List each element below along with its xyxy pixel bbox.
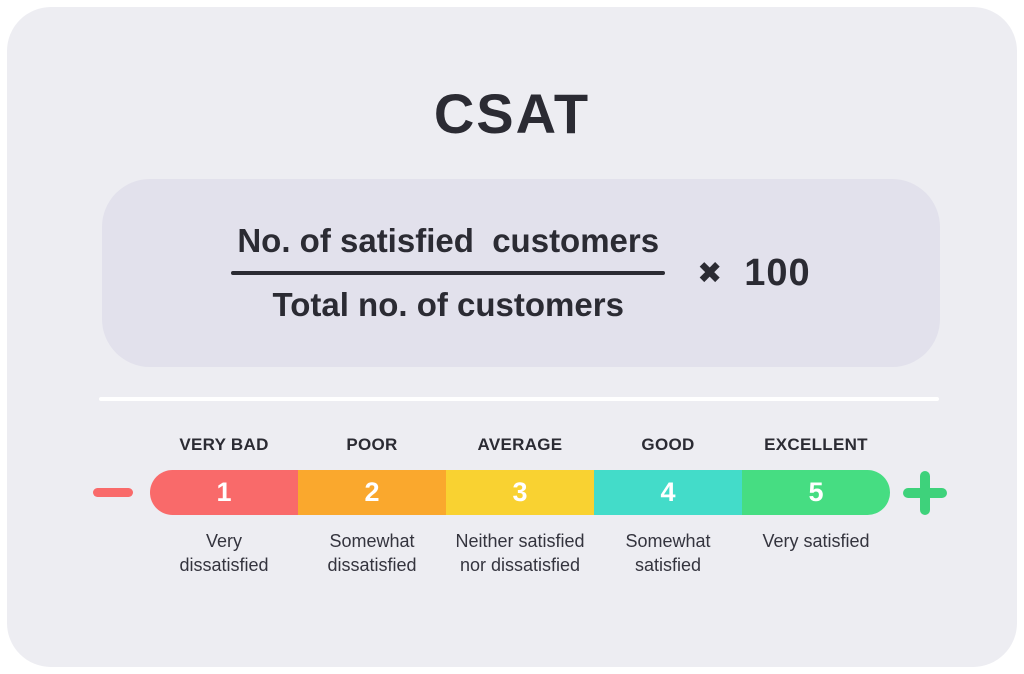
scale-segment-4: 4 [594,470,742,515]
description-labels-row: Very dissatisfied Somewhat dissatisfied … [150,529,890,577]
fraction-denominator: Total no. of customers [272,286,624,323]
scale-segment-5: 5 [742,470,890,515]
csat-fraction: No. of satisfied customers Total no. of … [231,222,666,324]
formula-box: No. of satisfied customers Total no. of … [102,179,940,367]
plus-icon-vertical-bar [920,471,930,515]
description-very-dissatisfied: Very dissatisfied [179,531,269,575]
plus-icon [903,471,947,515]
scale-segment-1: 1 [150,470,298,515]
fraction-line [231,271,666,275]
rating-label-average: AVERAGE [477,435,563,454]
rating-label-excellent: EXCELLENT [764,435,868,454]
description-somewhat-satisfied: Somewhat satisfied [625,531,711,575]
description-very-satisfied: Very satisfied [762,531,870,551]
description-somewhat-dissatisfied: Somewhat dissatisfied [327,531,417,575]
infographic-card: CSAT No. of satisfied customers Total no… [7,7,1017,667]
multiplier-group: ✖ 100 [697,252,811,295]
rating-labels-row: VERY BAD POOR AVERAGE GOOD EXCELLENT [150,435,890,455]
scale-segment-2: 2 [298,470,446,515]
rating-label-good: GOOD [641,435,695,454]
csat-scale-bar: 1 2 3 4 5 [150,470,890,515]
minus-icon [93,488,133,497]
multiplier-value: 100 [744,251,811,294]
multiply-icon: ✖ [697,256,723,290]
divider-line [99,397,939,401]
rating-label-very-bad: VERY BAD [179,435,269,454]
page-title: CSAT [433,82,591,145]
description-neither: Neither satisfied nor dissatisfied [455,531,585,575]
scale-segment-3: 3 [446,470,594,515]
fraction-numerator: No. of satisfied customers [237,222,660,259]
rating-label-poor: POOR [346,435,398,454]
